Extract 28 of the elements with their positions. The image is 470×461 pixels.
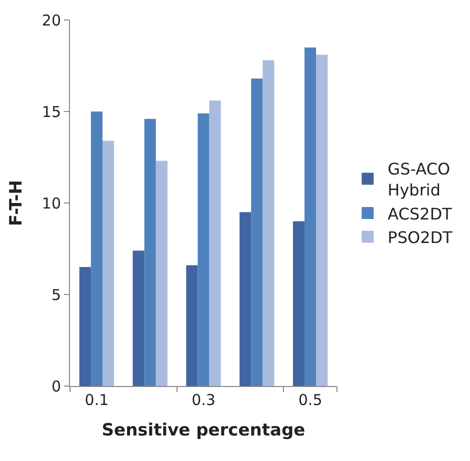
bar <box>102 140 114 386</box>
x-axis-title: Sensitive percentage <box>102 420 306 440</box>
y-axis-title: F-T-H <box>6 180 26 226</box>
bar <box>251 78 263 386</box>
bar <box>144 118 156 386</box>
bar <box>132 250 144 386</box>
x-tick-label: 0.1 <box>84 391 109 409</box>
bar <box>316 54 328 386</box>
y-tick-label: 10 <box>42 194 61 212</box>
bar <box>304 47 316 386</box>
bar <box>240 212 252 386</box>
bar <box>79 267 91 386</box>
bar <box>198 113 210 386</box>
legend-label: GS-ACO Hybrid <box>388 160 450 200</box>
y-tick-label: 0 <box>51 377 61 396</box>
bar <box>292 221 305 386</box>
legend-label: ACS2DT <box>388 204 452 224</box>
bar <box>186 265 198 386</box>
y-tick-label: 15 <box>42 102 61 121</box>
bar <box>209 100 221 386</box>
bar <box>90 112 102 386</box>
y-tick-label: 20 <box>42 11 61 30</box>
bar <box>156 160 168 386</box>
legend-label: PSO2DT <box>388 228 453 248</box>
bar <box>262 60 274 386</box>
x-tick-label: 0.3 <box>192 391 216 409</box>
y-tick-label: 5 <box>51 286 61 304</box>
x-tick-label: 0.5 <box>298 391 322 409</box>
